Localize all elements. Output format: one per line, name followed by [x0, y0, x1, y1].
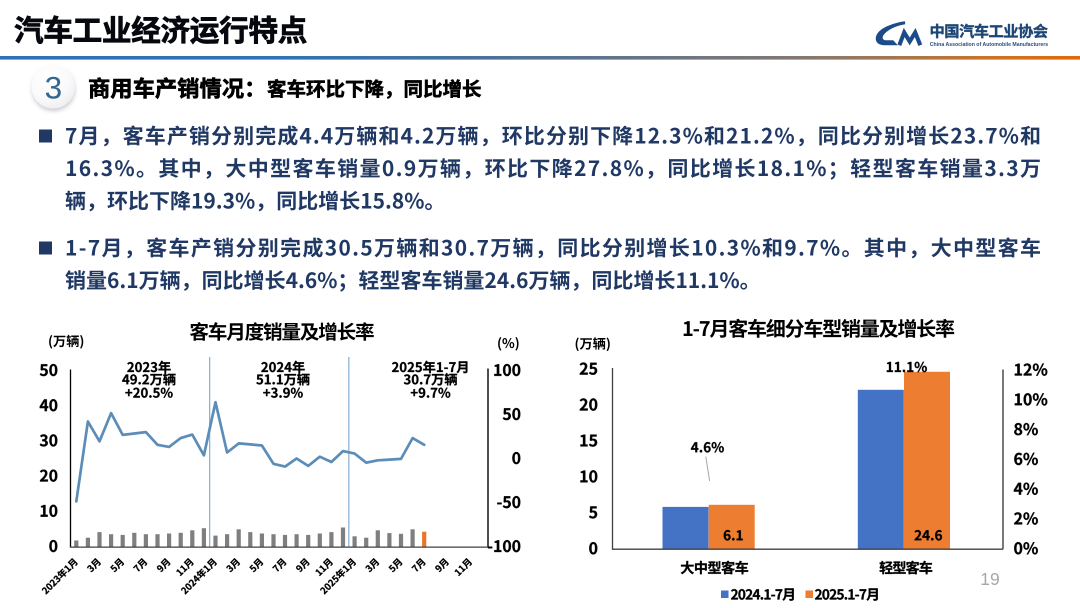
svg-text:China Association of Automobil: China Association of Automobile Manufact… — [930, 42, 1048, 48]
svg-text:19: 19 — [980, 569, 999, 589]
svg-text:3: 3 — [45, 70, 63, 106]
